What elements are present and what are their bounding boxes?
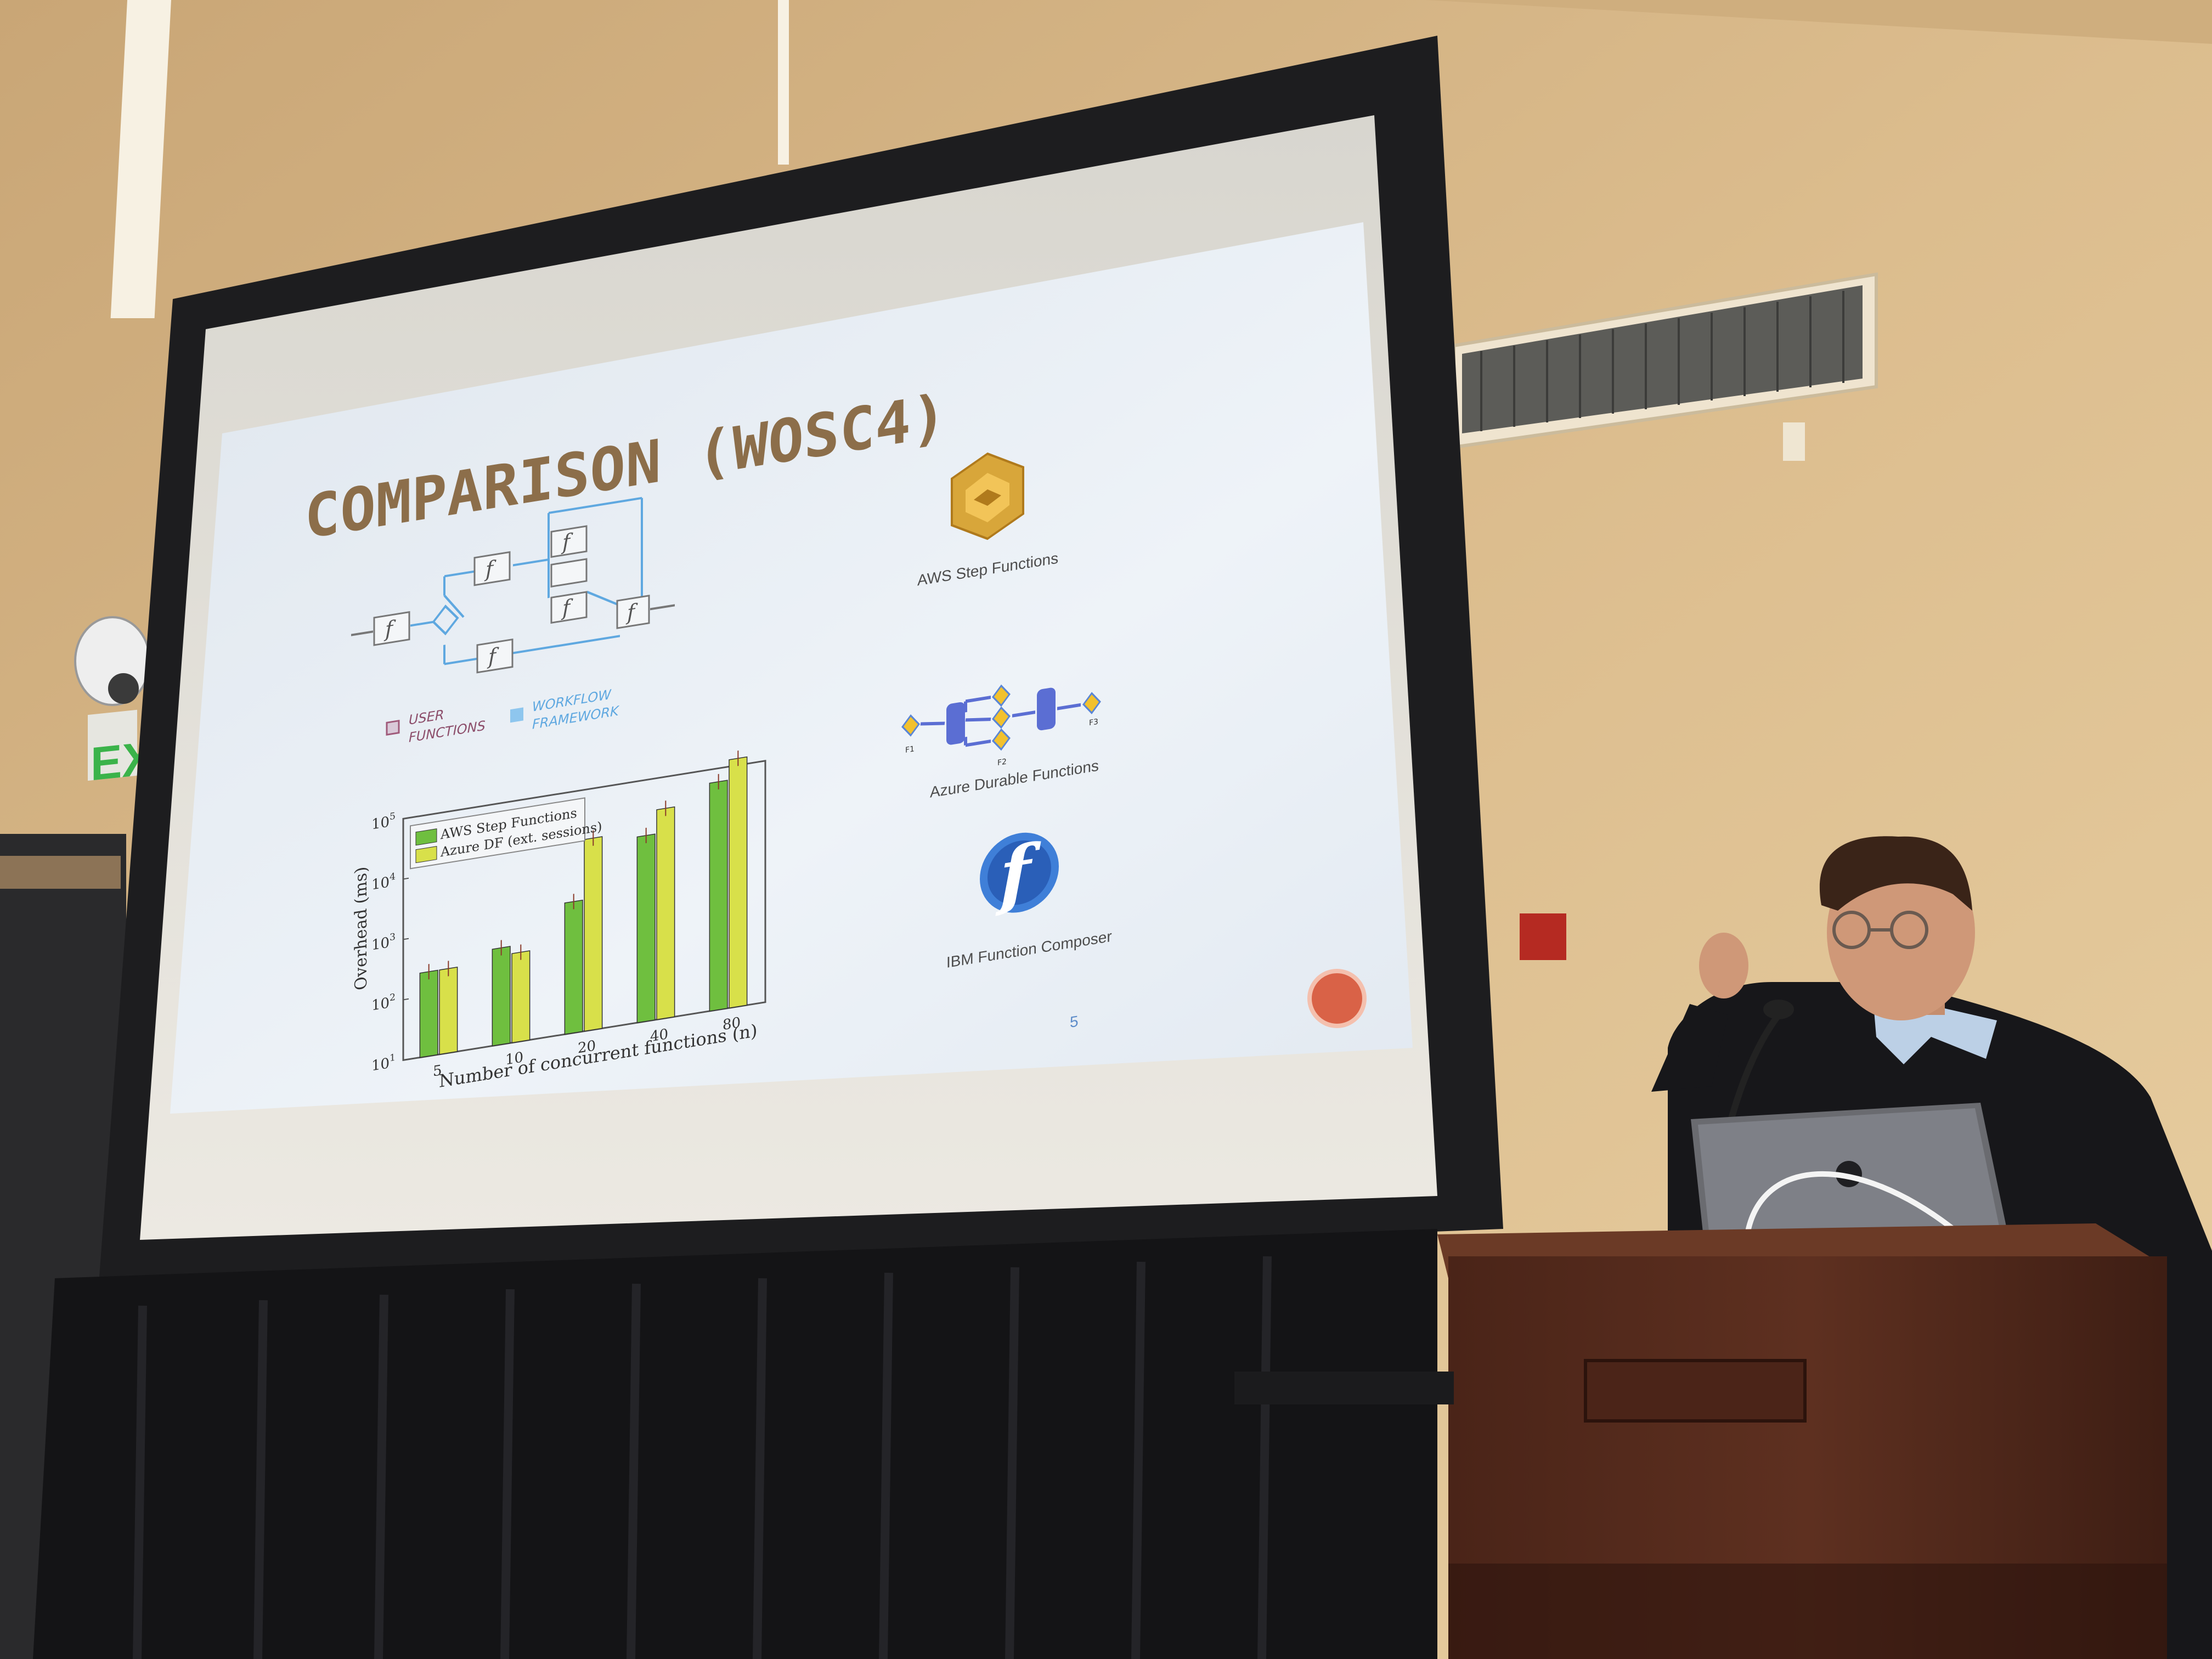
x-tick-label: 10	[505, 1049, 523, 1068]
left-panel	[0, 856, 121, 889]
ceiling-shadow	[0, 0, 2212, 44]
y-tick-label: 103	[371, 932, 396, 954]
chart-ylabel: Overhead (ms)	[352, 865, 371, 991]
podium-panel	[1584, 1359, 1807, 1423]
y-tick-label: 102	[371, 992, 396, 1014]
node-entry	[373, 611, 410, 646]
bar-azure	[656, 806, 675, 1020]
glasses	[1832, 911, 1928, 949]
bar-azure	[511, 950, 531, 1043]
bar-azure	[439, 966, 458, 1055]
y-tick-mark	[403, 817, 409, 820]
aws-step-functions-icon	[951, 452, 1024, 540]
slide-surface	[170, 222, 1413, 1114]
fire-alarm	[1520, 913, 1566, 960]
hand	[1699, 933, 1748, 998]
bar-aws	[709, 780, 728, 1012]
ibm-function-composer-icon: f	[980, 827, 1059, 920]
node-parallel-3	[550, 591, 588, 624]
node-top	[473, 551, 511, 586]
legend-swatch-azure	[415, 846, 437, 864]
x-tick-label: 80	[723, 1014, 741, 1034]
y-tick-mark	[403, 1058, 409, 1061]
y-axis-ticks: 101 102 103 104 105	[371, 811, 409, 1075]
bar-azure	[584, 836, 603, 1032]
podium	[1437, 1223, 2167, 1659]
node-parallel-1	[550, 525, 588, 558]
y-tick-label: 101	[371, 1052, 396, 1075]
x-axis-ticks: 5 10 20 40 80	[433, 1014, 741, 1080]
podium-base-shadow	[1448, 1564, 2167, 1659]
ceiling-light-strip-2	[778, 0, 789, 165]
azure-node-f3: F3	[1089, 718, 1098, 728]
laptop	[1691, 1103, 2142, 1659]
podium-shelf	[1234, 1372, 1454, 1404]
bar-aws	[492, 946, 511, 1047]
y-tick-label: 105	[371, 811, 396, 833]
bar-aws	[419, 969, 438, 1058]
azure-durable-functions-icon: F1 F2 F3	[901, 684, 1101, 768]
function-nodes	[373, 525, 650, 674]
azure-node-f2: F2	[997, 757, 1007, 768]
air-vent-grille	[1462, 285, 1863, 433]
node-bottom	[476, 638, 514, 674]
bar-aws	[564, 899, 583, 1035]
legend-user-swatch	[386, 719, 400, 736]
stage-skirt	[33, 1229, 1437, 1659]
bar-azure	[729, 756, 748, 1009]
exit-sign	[88, 709, 137, 781]
camera-lens	[108, 673, 139, 704]
hair	[1819, 836, 1972, 911]
y-tick-mark	[403, 938, 409, 940]
legend-framework-swatch	[510, 707, 523, 723]
chart-bars	[419, 751, 748, 1058]
skirt-folds	[133, 1256, 1272, 1659]
azure-node-f1: F1	[905, 744, 915, 755]
vent-slats	[1480, 291, 1844, 431]
ceiling-light-strip	[110, 0, 171, 318]
slide-page-number: 5	[1070, 1012, 1079, 1031]
node-exit	[616, 594, 650, 629]
node-parallel-2	[550, 558, 588, 588]
decision-diamond	[432, 605, 459, 636]
x-tick-label: 5	[433, 1062, 442, 1080]
x-tick-label: 20	[578, 1037, 596, 1057]
laser-record-dot	[1307, 969, 1367, 1028]
legend-swatch-aws	[415, 828, 437, 846]
slide-content: COMPARISON (WOSC4)	[304, 381, 1112, 1092]
y-tick-mark	[403, 998, 409, 1001]
chart-legend	[410, 797, 585, 870]
bar-aws	[636, 833, 656, 1024]
y-tick-label: 104	[371, 871, 396, 894]
y-tick-mark	[403, 877, 409, 880]
x-tick-label: 40	[650, 1026, 668, 1045]
workflow-diagram	[351, 496, 675, 665]
wall-switch	[1783, 422, 1805, 461]
